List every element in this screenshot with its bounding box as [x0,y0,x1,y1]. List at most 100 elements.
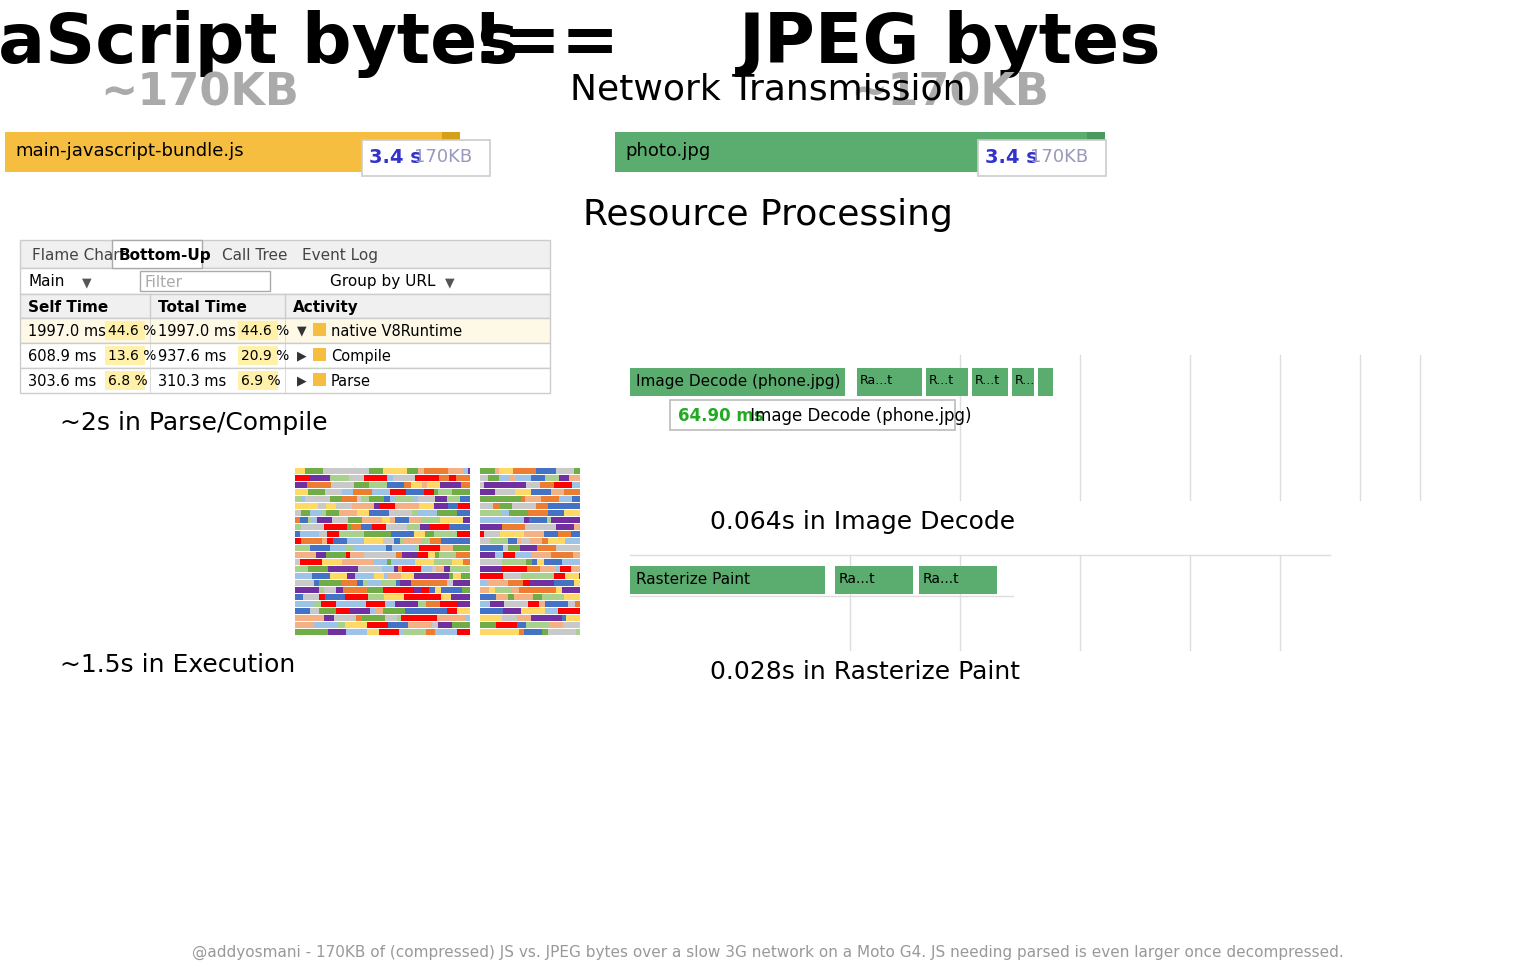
Bar [439,482,461,488]
Bar [343,580,356,586]
Bar [313,348,326,361]
Bar [574,601,581,607]
Bar [346,552,350,558]
Bar [547,517,551,523]
Bar [301,524,324,530]
Bar [441,615,465,621]
Text: Flame Chart: Flame Chart [32,248,126,263]
Bar [386,545,392,551]
Bar [398,566,402,572]
Bar [436,566,444,572]
Bar [519,566,527,572]
Bar [559,496,571,502]
Bar [521,468,527,474]
Bar [295,552,316,558]
Bar [502,573,521,579]
Bar [421,566,432,572]
Bar [525,559,531,565]
Bar [330,496,343,502]
Bar [521,496,525,502]
Bar [367,622,389,628]
Bar [390,587,415,593]
Bar [435,552,439,558]
Text: Ra...t: Ra...t [923,572,960,586]
Bar [501,566,519,572]
Bar [336,608,349,614]
Bar [453,573,461,579]
Bar [362,615,386,621]
Bar [501,503,511,509]
Bar [330,475,349,481]
Bar [382,468,407,474]
Bar [435,489,438,495]
Bar [389,622,409,628]
Bar [511,503,536,509]
Bar [392,531,415,537]
Bar [550,475,559,481]
Text: ~170KB: ~170KB [851,72,1049,115]
Bar [330,545,346,551]
Bar [20,240,550,268]
Text: ▼: ▼ [445,276,455,289]
Bar [409,601,418,607]
Bar [303,545,310,551]
Bar [390,517,395,523]
Bar [313,601,321,607]
Bar [382,552,396,558]
Bar [479,601,490,607]
Bar [502,510,508,516]
Bar [502,615,518,621]
Bar [479,482,484,488]
Text: ~170KB: ~170KB [100,72,300,115]
Bar [295,496,301,502]
Bar [415,559,425,565]
Bar [458,531,470,537]
Bar [301,510,310,516]
Bar [479,580,487,586]
Bar [319,531,327,537]
Bar [479,594,496,600]
Bar [393,475,415,481]
Bar [370,608,375,614]
Text: 3.4 s: 3.4 s [985,148,1038,167]
Bar [295,538,301,544]
Bar [435,587,441,593]
Bar [439,601,458,607]
Bar [295,482,307,488]
Bar [533,594,542,600]
Bar [359,601,366,607]
Bar [395,601,409,607]
Bar [313,622,338,628]
Bar [462,503,470,509]
Text: R...t: R...t [975,374,1000,387]
Bar [565,538,581,544]
Bar [421,587,429,593]
Bar [564,489,581,495]
Bar [458,601,470,607]
Bar [326,594,346,600]
Bar [313,323,326,336]
Bar [295,503,318,509]
Bar [505,482,525,488]
Text: ~1.5s in Execution: ~1.5s in Execution [60,653,295,677]
Bar [396,496,415,502]
Bar [564,629,576,635]
Bar [442,132,459,172]
Bar [381,580,396,586]
Bar [501,531,524,537]
Text: R...: R... [1015,374,1035,387]
Bar [565,545,581,551]
Bar [324,587,336,593]
Bar [330,482,353,488]
Bar [435,496,447,502]
Bar [452,559,462,565]
Bar [20,268,550,294]
Bar [427,482,439,488]
Bar [392,545,415,551]
Bar [386,524,407,530]
Text: Group by URL: Group by URL [330,274,436,289]
Text: Bottom-Up: Bottom-Up [118,248,212,263]
Bar [323,468,347,474]
Bar [571,482,581,488]
Bar [421,517,439,523]
